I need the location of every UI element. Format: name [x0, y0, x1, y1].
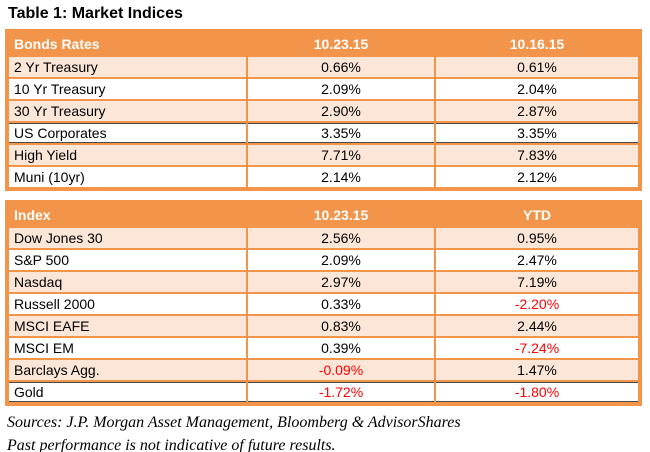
page: Table 1: Market Indices Bonds Rates 10.2…	[0, 5, 650, 452]
row-value: 7.71%	[246, 143, 436, 167]
row-value-negative: -1.80%	[434, 380, 640, 404]
row-value: 2.44%	[434, 314, 640, 338]
row-label: MSCI EM	[7, 336, 248, 360]
row-value: 3.35%	[434, 121, 640, 145]
row-label: Barclays Agg.	[7, 358, 248, 382]
bonds-header-date-1: 10.23.15	[246, 31, 436, 57]
row-value: 2.97%	[246, 270, 436, 294]
row-label: Dow Jones 30	[7, 226, 248, 250]
index-table: Index 10.23.15 YTD Dow Jones 30 2.56% 0.…	[5, 200, 642, 406]
row-label: Muni (10yr)	[7, 165, 248, 189]
table-row: 10 Yr Treasury 2.09% 2.04%	[7, 77, 640, 101]
bonds-header-date-2: 10.16.15	[434, 31, 640, 57]
index-header-row: Index 10.23.15 YTD	[7, 202, 640, 228]
table-row: S&P 500 2.09% 2.47%	[7, 248, 640, 272]
footer: Sources: J.P. Morgan Asset Management, B…	[7, 411, 650, 452]
row-label: S&P 500	[7, 248, 248, 272]
row-value: 0.66%	[246, 55, 436, 79]
bonds-rates-grid: Bonds Rates 10.23.15 10.16.15 2 Yr Treas…	[7, 31, 640, 189]
table-row: Gold -1.72% -1.80%	[7, 380, 640, 404]
row-value: 2.90%	[246, 99, 436, 123]
row-label: 10 Yr Treasury	[7, 77, 248, 101]
table-row: Dow Jones 30 2.56% 0.95%	[7, 226, 640, 250]
table-row: Muni (10yr) 2.14% 2.12%	[7, 165, 640, 189]
row-value: 7.83%	[434, 143, 640, 167]
table-row: Nasdaq 2.97% 7.19%	[7, 270, 640, 294]
row-label: High Yield	[7, 143, 248, 167]
table-row: US Corporates 3.35% 3.35%	[7, 121, 640, 145]
bonds-header-label: Bonds Rates	[7, 31, 248, 57]
bonds-rates-table: Bonds Rates 10.23.15 10.16.15 2 Yr Treas…	[5, 29, 642, 191]
row-value: 3.35%	[246, 121, 436, 145]
row-value: 2.87%	[434, 99, 640, 123]
row-value: 0.61%	[434, 55, 640, 79]
index-header-ytd: YTD	[434, 202, 640, 228]
row-value: 0.95%	[434, 226, 640, 250]
index-grid: Index 10.23.15 YTD Dow Jones 30 2.56% 0.…	[7, 202, 640, 404]
row-label: Russell 2000	[7, 292, 248, 316]
table-row: Russell 2000 0.33% -2.20%	[7, 292, 640, 316]
bonds-header-row: Bonds Rates 10.23.15 10.16.15	[7, 31, 640, 57]
row-value: 2.09%	[246, 77, 436, 101]
row-label: MSCI EAFE	[7, 314, 248, 338]
row-value: 2.12%	[434, 165, 640, 189]
row-value-negative: -2.20%	[434, 292, 640, 316]
index-header-date: 10.23.15	[246, 202, 436, 228]
row-label: 30 Yr Treasury	[7, 99, 248, 123]
table-row: High Yield 7.71% 7.83%	[7, 143, 640, 167]
row-value-negative: -0.09%	[246, 358, 436, 382]
table-row: Barclays Agg. -0.09% 1.47%	[7, 358, 640, 382]
row-value: 2.56%	[246, 226, 436, 250]
row-value: 0.33%	[246, 292, 436, 316]
page-title: Table 1: Market Indices	[8, 5, 183, 22]
row-value: 0.83%	[246, 314, 436, 338]
row-value: 2.09%	[246, 248, 436, 272]
row-value-negative: -7.24%	[434, 336, 640, 360]
row-value: 1.47%	[434, 358, 640, 382]
row-value-negative: -1.72%	[246, 380, 436, 404]
sources-line: Sources: J.P. Morgan Asset Management, B…	[7, 414, 461, 431]
row-label: 2 Yr Treasury	[7, 55, 248, 79]
table-row: 30 Yr Treasury 2.90% 2.87%	[7, 99, 640, 123]
row-label: Nasdaq	[7, 270, 248, 294]
table-row: 2 Yr Treasury 0.66% 0.61%	[7, 55, 640, 79]
disclaimer-line: Past performance is not indicative of fu…	[7, 437, 336, 452]
table-row: MSCI EM 0.39% -7.24%	[7, 336, 640, 360]
row-value: 2.04%	[434, 77, 640, 101]
row-value: 2.47%	[434, 248, 640, 272]
index-header-label: Index	[7, 202, 248, 228]
row-value: 7.19%	[434, 270, 640, 294]
row-label: US Corporates	[7, 121, 248, 145]
row-label: Gold	[7, 380, 248, 404]
row-value: 0.39%	[246, 336, 436, 360]
table-row: MSCI EAFE 0.83% 2.44%	[7, 314, 640, 338]
row-value: 2.14%	[246, 165, 436, 189]
